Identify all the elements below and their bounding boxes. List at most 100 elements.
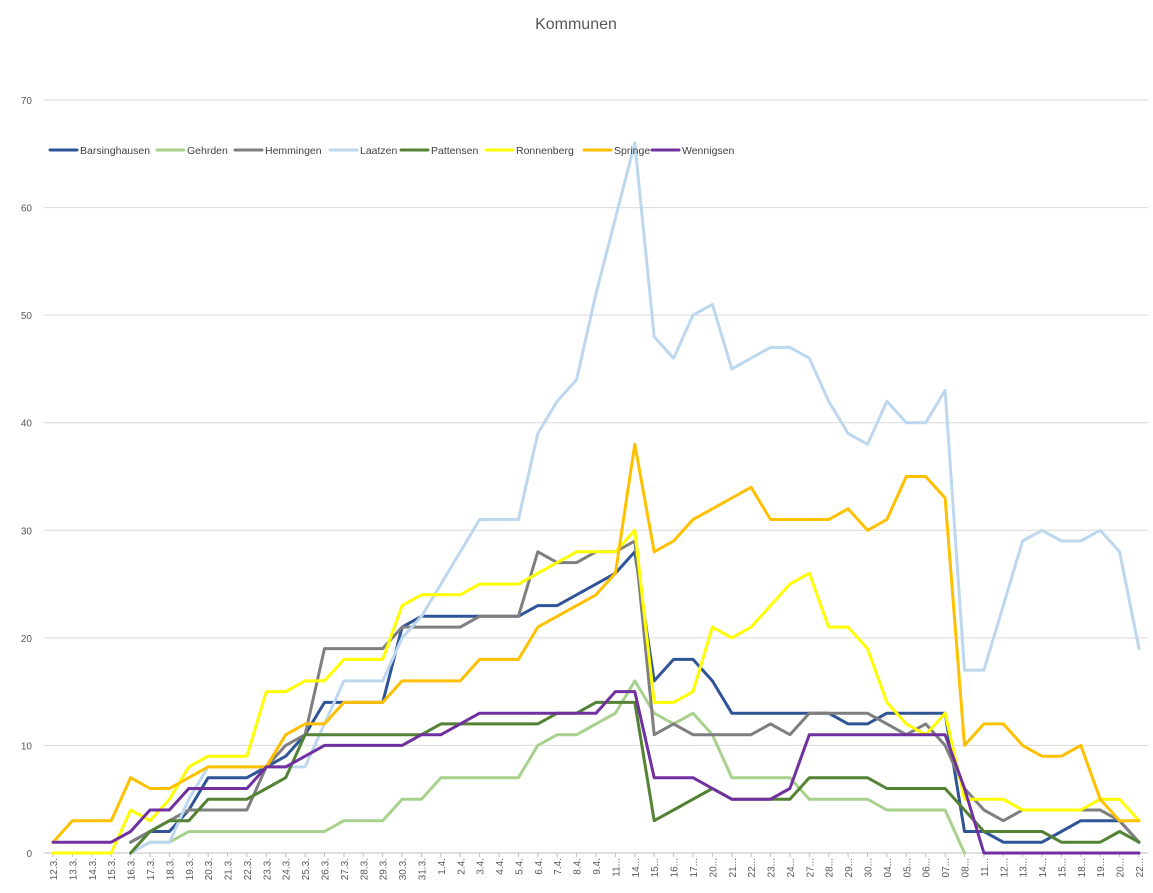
legend: Barsinghausen Gehrden Hemmingen Laatzen Patt… [48, 145, 735, 157]
legend-item-ronnenberg: Ronnenberg [484, 145, 574, 157]
x-tick-label: 11... [980, 858, 991, 877]
x-tick-label: 6.4. [534, 858, 545, 875]
x-tick-label: 8.4. [573, 858, 584, 875]
legend-label: Hemmingen [265, 145, 322, 157]
x-tick-label: 31.3. [417, 858, 428, 880]
legend-label: Pattensen [431, 145, 478, 157]
x-tick-label: 7.4. [553, 858, 564, 875]
series-laatzen [129, 141, 1141, 855]
legend-item-gehrden: Gehrden [155, 145, 228, 157]
x-tick-label: 20... [1116, 858, 1127, 877]
x-tick-label: 21... [728, 858, 739, 877]
legend-item-hemmingen: Hemmingen [233, 145, 322, 157]
x-tick-label: 15... [650, 858, 661, 877]
x-tick-label: 12.3. [49, 858, 60, 880]
x-tick-label: 05... [902, 858, 913, 877]
legend-item-springe: Springe [582, 145, 650, 157]
series-pattensen [129, 700, 1141, 855]
x-tick-label: 9.4. [592, 858, 603, 875]
y-tick-label: 60 [21, 204, 33, 215]
x-tick-label: 20... [708, 858, 719, 877]
x-tick-label: 15... [1057, 858, 1068, 877]
y-tick-label: 0 [26, 849, 32, 860]
series-line-ronnenberg [51, 528, 1141, 855]
x-tick-label: 24.3. [282, 858, 293, 880]
series-ronnenberg [51, 528, 1141, 855]
x-tick-label: 14... [631, 858, 642, 877]
y-tick-label: 50 [21, 311, 33, 322]
legend-item-barsinghausen: Barsinghausen [48, 145, 150, 157]
legend-label: Laatzen [360, 145, 398, 157]
series-line-wennigsen [51, 690, 1141, 855]
x-axis-tick-labels: 12.3. 13.3. 14.3. 15.3. 16.3. 17.3. 18.3. 19.3.… [49, 853, 1146, 880]
y-tick-label: 40 [21, 419, 33, 430]
x-tick-label: 18... [1077, 858, 1088, 877]
y-tick-label: 30 [21, 526, 33, 537]
series-line-springe [51, 442, 1141, 844]
y-axis-tick-labels: 0 10 20 30 40 50 60 70 [21, 96, 33, 860]
y-tick-label: 20 [21, 634, 33, 645]
x-tick-label: 25.3. [301, 858, 312, 880]
x-tick-label: 4.4. [495, 858, 506, 875]
x-tick-label: 18.3. [165, 858, 176, 880]
x-tick-label: 04... [883, 858, 894, 877]
x-tick-label: 28... [825, 858, 836, 877]
series-hemmingen [129, 539, 1141, 844]
series-line-hemmingen [1079, 808, 1141, 844]
x-tick-label: 19.3. [185, 858, 196, 880]
x-tick-label: 22.3. [243, 858, 254, 880]
series-wennigsen [51, 690, 1141, 855]
x-tick-label: 27.3. [340, 858, 351, 880]
y-tick-label: 70 [21, 96, 33, 107]
x-tick-label: 16.3. [127, 858, 138, 880]
x-tick-label: 17.3. [146, 858, 157, 880]
x-tick-label: 11... [611, 858, 622, 877]
x-tick-label: 08... [960, 858, 971, 877]
legend-label: Barsinghausen [80, 145, 150, 157]
legend-label: Gehrden [187, 145, 228, 157]
series-springe [51, 442, 1141, 844]
x-tick-label: 2.4. [456, 858, 467, 875]
legend-label: Ronnenberg [516, 145, 574, 157]
x-tick-label: 29.3. [379, 858, 390, 880]
x-tick-label: 30.3. [398, 858, 409, 880]
x-tick-label: 22... [1135, 858, 1146, 877]
series-line-hemmingen [129, 539, 1025, 844]
x-tick-label: 29... [844, 858, 855, 877]
series-gehrden [129, 679, 966, 855]
x-tick-label: 27... [805, 858, 816, 877]
x-tick-label: 23.3. [262, 858, 273, 880]
x-tick-label: 26.3. [321, 858, 332, 880]
y-tick-label: 10 [21, 741, 33, 752]
series-lines [51, 141, 1141, 855]
x-tick-label: 1.4. [437, 858, 448, 875]
x-tick-label: 3.4. [476, 858, 487, 875]
x-tick-label: 30... [864, 858, 875, 877]
x-tick-label: 20.3. [204, 858, 215, 880]
x-tick-label: 14.3. [88, 858, 99, 880]
x-tick-label: 22... [747, 858, 758, 877]
series-line-laatzen [129, 141, 1141, 855]
x-tick-label: 14... [1038, 858, 1049, 877]
legend-item-wennigsen: Wennigsen [650, 145, 735, 157]
x-tick-label: 06... [922, 858, 933, 877]
x-tick-label: 23... [767, 858, 778, 877]
x-tick-label: 21.3. [224, 858, 235, 880]
legend-label: Springe [614, 145, 650, 157]
gridlines [44, 99, 1148, 854]
x-tick-label: 28.3. [359, 858, 370, 880]
x-tick-label: 13... [1019, 858, 1030, 877]
x-tick-label: 15.3. [107, 858, 118, 880]
x-tick-label: 19... [1096, 858, 1107, 877]
x-tick-label: 07... [941, 858, 952, 877]
legend-item-pattensen: Pattensen [399, 145, 478, 157]
series-line-gehrden [129, 679, 966, 855]
x-tick-label: 17... [689, 858, 700, 877]
series-line-pattensen [129, 700, 1141, 855]
legend-label: Wennigsen [682, 145, 735, 157]
x-tick-label: 5.4. [514, 858, 525, 875]
legend-item-laatzen: Laatzen [328, 145, 398, 157]
x-tick-label: 12... [999, 858, 1010, 877]
x-tick-label: 16... [670, 858, 681, 877]
